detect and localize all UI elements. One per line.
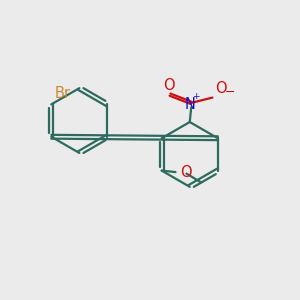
Text: +: + (192, 92, 200, 101)
Text: Br: Br (55, 86, 71, 101)
Text: O: O (163, 79, 174, 94)
Text: −: − (225, 86, 235, 99)
Text: O: O (180, 165, 192, 180)
Text: N: N (184, 97, 196, 112)
Text: O: O (215, 81, 227, 96)
